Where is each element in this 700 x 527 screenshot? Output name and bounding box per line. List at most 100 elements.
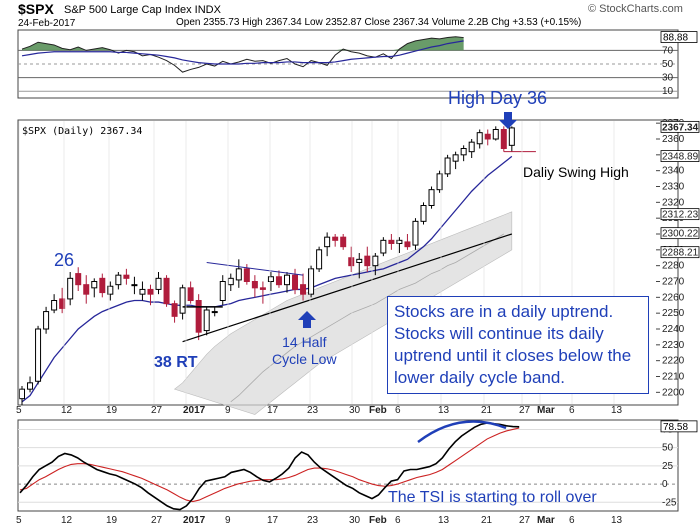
tsi-x-label: 5 xyxy=(16,515,22,526)
price-x-label: 21 xyxy=(481,405,493,416)
candle xyxy=(364,246,371,272)
candle-body xyxy=(428,189,435,207)
candle-body xyxy=(404,241,411,248)
candle-body xyxy=(203,309,210,332)
candle xyxy=(107,281,114,301)
candle xyxy=(275,270,282,288)
price-box xyxy=(660,120,700,133)
tsi-x-label: 19 xyxy=(106,515,118,526)
candle xyxy=(460,145,467,162)
tsi-x-label: 17 xyxy=(267,515,279,526)
candle-body xyxy=(420,205,427,222)
price-panel-label: $SPX (Daily) 2367.34 xyxy=(22,126,143,137)
candle xyxy=(348,246,355,272)
tsi-tick--25: -25 xyxy=(662,497,677,508)
moving-average-line xyxy=(21,155,513,403)
tsi-tick-50: 50 xyxy=(662,443,674,454)
candle xyxy=(444,154,451,177)
candle-body xyxy=(380,239,387,254)
candle xyxy=(235,259,242,288)
tsi-x-label: 30 xyxy=(349,515,361,526)
tsi-tick-0: 0 xyxy=(662,479,668,490)
candle xyxy=(147,284,154,306)
tsi-note: The TSI is starting to roll over xyxy=(388,489,597,506)
price-layer: 2200221022202230224022502260227022802290… xyxy=(16,118,700,416)
price-box-label: 2288.21 xyxy=(662,248,699,259)
tsi-last-box xyxy=(660,420,698,433)
price-tick-2210: 2210 xyxy=(662,372,685,383)
candle xyxy=(428,186,435,209)
candle-body xyxy=(171,303,178,317)
tsi-x-label: 2017 xyxy=(183,515,206,526)
candle xyxy=(340,234,347,250)
price-x-label: 27 xyxy=(151,405,163,416)
rsi-tick-30: 30 xyxy=(662,73,674,84)
candle-body xyxy=(147,288,154,295)
candle-body xyxy=(348,257,355,267)
candle xyxy=(163,275,170,307)
candle-body xyxy=(67,277,74,300)
candle-body xyxy=(131,284,138,287)
quote-line: Open 2355.73 High 2367.34 Low 2352.87 Cl… xyxy=(176,17,582,28)
tsi-x-label: Mar xyxy=(537,515,555,526)
candle xyxy=(91,278,98,298)
candle-body xyxy=(283,274,290,286)
annotation-layer xyxy=(298,112,517,443)
candle xyxy=(372,253,379,276)
candle-body xyxy=(275,276,282,286)
candle xyxy=(380,237,387,257)
candle xyxy=(123,268,130,285)
symbol-title: $SPX xyxy=(18,1,54,17)
candle xyxy=(332,234,339,247)
candle xyxy=(131,276,138,295)
candle-body xyxy=(187,287,194,302)
candle xyxy=(171,300,178,323)
candle xyxy=(500,126,507,152)
candle-body xyxy=(251,281,258,289)
candle-body xyxy=(500,129,507,149)
candle-body xyxy=(195,300,202,333)
candle-body xyxy=(123,274,130,279)
price-x-label: 30 xyxy=(349,405,361,416)
price-tick-2200: 2200 xyxy=(662,387,685,398)
candle xyxy=(51,294,58,314)
candle xyxy=(195,294,202,341)
candle-body xyxy=(59,298,66,309)
price-box xyxy=(660,150,700,162)
candle-body xyxy=(436,173,443,191)
candle-body xyxy=(364,255,371,267)
half-cycle-label: 14 Half Cycle Low xyxy=(272,334,337,367)
price-box xyxy=(660,227,700,240)
candle-body xyxy=(259,287,266,290)
candle-body xyxy=(179,287,186,314)
candle-body xyxy=(476,132,483,145)
cycle-band xyxy=(173,211,513,415)
tsi-x-label: 6 xyxy=(569,515,575,526)
candle-body xyxy=(508,127,515,146)
price-x-label: 6 xyxy=(395,405,401,416)
candle xyxy=(283,272,290,293)
candle xyxy=(67,272,74,306)
candle xyxy=(99,273,106,298)
candle-body xyxy=(235,268,242,281)
candle-body xyxy=(267,276,274,282)
candle-body xyxy=(211,311,218,314)
candle xyxy=(115,272,122,290)
candle xyxy=(404,234,411,250)
candle xyxy=(187,281,194,304)
price-x-label: 23 xyxy=(307,405,319,416)
tsi-x-label: 13 xyxy=(611,515,623,526)
candle xyxy=(420,202,427,225)
tsi-x-label: 6 xyxy=(395,515,401,526)
price-x-label: 12 xyxy=(61,405,73,416)
candle-body xyxy=(396,239,403,244)
candle xyxy=(396,237,403,253)
candle xyxy=(27,376,34,393)
candle xyxy=(227,273,234,291)
candle-body xyxy=(35,328,42,382)
tsi-signal-line xyxy=(19,427,520,503)
candle xyxy=(492,126,499,141)
label-26: 26 xyxy=(54,250,75,270)
